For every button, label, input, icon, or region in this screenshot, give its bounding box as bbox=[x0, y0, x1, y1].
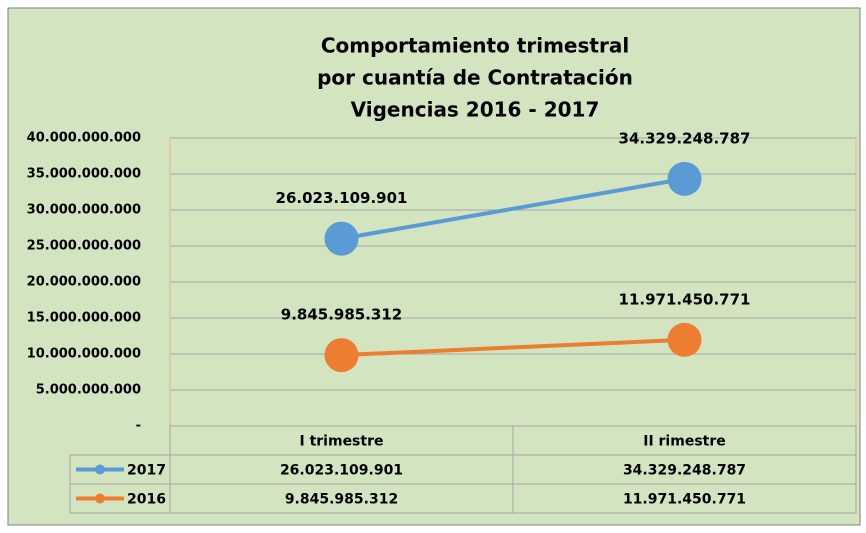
data-label: 26.023.109.901 bbox=[276, 189, 408, 207]
legend-marker bbox=[95, 493, 105, 504]
marker bbox=[324, 221, 359, 256]
table-value: 34.329.248.787 bbox=[623, 463, 746, 479]
y-tick-label: 15.000.000.000 bbox=[27, 311, 141, 326]
series-line bbox=[341, 337, 685, 358]
y-tick-label: 40.000.000.000 bbox=[27, 131, 141, 146]
legend-label: 2017 bbox=[127, 463, 166, 479]
table-value: 26.023.109.901 bbox=[280, 463, 403, 479]
y-tick-label: - bbox=[136, 419, 141, 434]
chart-title: Vigencias 2016 - 2017 bbox=[351, 98, 600, 122]
series-line bbox=[341, 176, 685, 241]
y-tick-label: 25.000.000.000 bbox=[27, 239, 141, 254]
marker bbox=[324, 338, 359, 373]
x-tick-label: I trimestre bbox=[300, 434, 384, 450]
data-label: 34.329.248.787 bbox=[619, 129, 751, 147]
y-tick-label: 20.000.000.000 bbox=[27, 275, 141, 290]
data-label: 9.845.985.312 bbox=[281, 306, 402, 324]
chart-title: Comportamiento trimestral bbox=[321, 34, 629, 58]
legend-marker bbox=[95, 464, 105, 475]
marker bbox=[667, 161, 702, 196]
chart-background bbox=[7, 7, 861, 526]
table-value: 11.971.450.771 bbox=[623, 492, 746, 508]
marker bbox=[667, 322, 702, 357]
y-tick-label: 10.000.000.000 bbox=[27, 347, 141, 362]
y-tick-label: 35.000.000.000 bbox=[27, 167, 141, 182]
y-tick-label: 5.000.000.000 bbox=[36, 383, 141, 398]
x-tick-label: II rimestre bbox=[643, 434, 726, 450]
data-label: 11.971.450.771 bbox=[619, 290, 751, 308]
chart-title: por cuantía de Contratación bbox=[317, 66, 633, 90]
table-value: 9.845.985.312 bbox=[285, 492, 398, 508]
y-tick-label: 30.000.000.000 bbox=[27, 203, 141, 218]
legend-label: 2016 bbox=[127, 492, 166, 508]
